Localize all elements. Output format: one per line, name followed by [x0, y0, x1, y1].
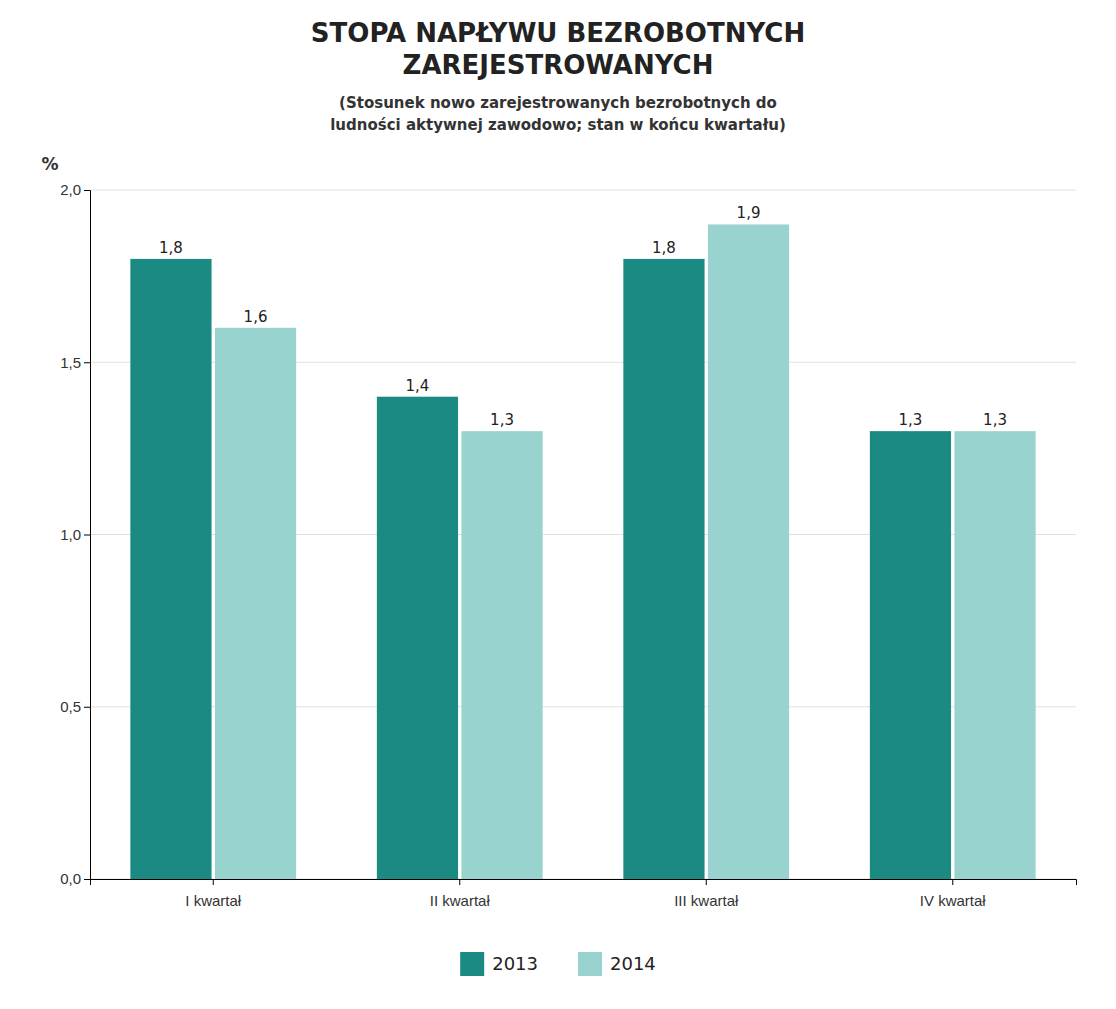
x-axis: I kwartał II kwartał III kwartał IV kwartał: [91, 879, 1077, 909]
legend-item: 2014: [578, 952, 656, 976]
bar: [623, 259, 704, 879]
chart-container: STOPA NAPŁYWU BEZROBOTNYCHZAREJESTROWANY…: [0, 0, 1116, 1009]
chart-svg: STOPA NAPŁYWU BEZROBOTNYCHZAREJESTROWANY…: [0, 0, 1116, 1009]
bar: [870, 431, 951, 879]
x-tick-mark: [706, 879, 707, 885]
y-tick-mark: [84, 190, 90, 191]
y-tick-label: 2,0: [60, 181, 81, 198]
data-labels: 1,8 1,4 1,8 1,3 1,6 1,3 1,9 1,3: [159, 204, 1007, 429]
x-axis-line: [91, 880, 1077, 886]
x-tick: IV kwartał: [920, 879, 987, 909]
bar-series: [130, 259, 951, 879]
y-tick: 1,0: [60, 526, 90, 543]
y-tick: 0,0: [60, 870, 90, 887]
x-tick-label: II kwartał: [430, 892, 491, 909]
data-label: 1,3: [899, 411, 923, 429]
bar: [215, 328, 296, 879]
data-label: 1,3: [983, 411, 1007, 429]
bar: [130, 259, 211, 879]
data-label: 1,8: [159, 239, 183, 257]
x-tick-mark: [459, 879, 460, 885]
bar: [954, 431, 1035, 879]
legend-item: 2013: [460, 952, 538, 976]
bar: [461, 431, 542, 879]
data-label: 1,9: [737, 204, 761, 222]
y-tick: 1,5: [60, 354, 90, 371]
x-tick-label: IV kwartał: [920, 892, 987, 909]
grid: [90, 190, 1076, 879]
bar: [708, 224, 789, 879]
y-axis-label: %: [41, 154, 58, 174]
y-tick-mark: [84, 707, 90, 708]
legend: 2013 2014: [460, 952, 656, 976]
title-group: STOPA NAPŁYWU BEZROBOTNYCHZAREJESTROWANY…: [311, 18, 805, 80]
bar: [377, 397, 458, 879]
data-label: 1,3: [490, 411, 514, 429]
legend-label: 2013: [492, 953, 538, 974]
bars: [130, 224, 1035, 879]
y-tick-mark: [84, 362, 90, 363]
data-label: 1,8: [652, 239, 676, 257]
title: STOPA NAPŁYWU BEZROBOTNYCH: [311, 18, 805, 48]
subtitle-group: (Stosunek nowo zarejestrowanych bezrobot…: [330, 94, 786, 134]
y-tick-label: 0,0: [60, 870, 81, 887]
y-tick-mark: [84, 879, 90, 880]
subtitle: (Stosunek nowo zarejestrowanych bezrobot…: [339, 94, 777, 112]
x-tick-mark: [952, 879, 953, 885]
y-tick-label: 1,5: [60, 354, 81, 371]
x-tick-label: III kwartał: [674, 892, 739, 909]
y-tick-label: 1,0: [60, 526, 81, 543]
x-tick-mark: [213, 879, 214, 885]
y-tick-mark: [84, 535, 90, 536]
title: ZAREJESTROWANYCH: [403, 50, 714, 80]
legend-swatch: [460, 952, 484, 976]
y-tick: 0,5: [60, 698, 90, 715]
x-tick: III kwartał: [674, 879, 739, 909]
legend-label: 2014: [610, 953, 656, 974]
data-label: 1,6: [244, 308, 268, 326]
subtitle: ludności aktywnej zawodowo; stan w końcu…: [330, 116, 786, 134]
y-tick: 2,0: [60, 181, 90, 198]
y-tick-label: 0,5: [60, 698, 81, 715]
legend-swatch: [578, 952, 602, 976]
bar-series: [215, 224, 1036, 879]
y-axis: 0,0 0,5 1,0 1,5 2,0: [60, 181, 90, 887]
x-tick-label: I kwartał: [185, 892, 242, 909]
x-tick: I kwartał: [185, 879, 242, 909]
grid-line: [90, 190, 1076, 191]
data-label: 1,4: [406, 377, 430, 395]
x-tick: II kwartał: [430, 879, 491, 909]
y-axis-line: [84, 191, 91, 880]
